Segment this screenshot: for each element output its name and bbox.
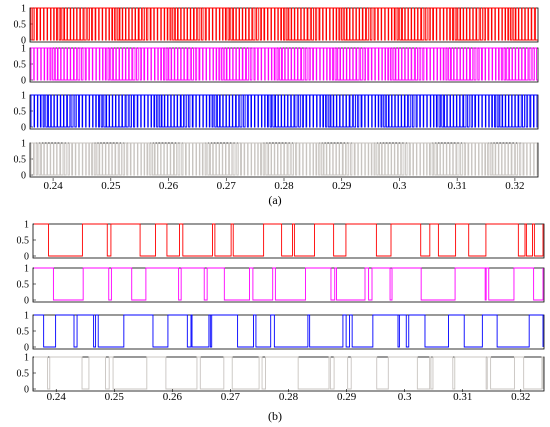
y-tick-label: 1 <box>21 4 26 15</box>
x-tick-label: 0.27 <box>217 180 237 192</box>
x-tick-label: 0.26 <box>159 180 179 192</box>
x-tick-label: 0.32 <box>505 180 524 192</box>
signal-series-2 <box>30 47 538 81</box>
y-tick-label: 0 <box>24 252 29 263</box>
x-tick-label: 0.24 <box>43 180 63 192</box>
y-tick-label: 1 <box>24 353 29 364</box>
y-tick-label: 0.5 <box>17 236 30 247</box>
signal-series-3 <box>30 94 538 128</box>
y-tick-label: 0.5 <box>14 20 27 31</box>
x-tick-label: 0.3 <box>398 391 412 403</box>
caption-a: (a) <box>268 193 281 207</box>
signal-series-4 <box>34 356 544 390</box>
y-tick-label: 0.5 <box>14 60 27 71</box>
y-tick-label: 0.5 <box>17 280 30 291</box>
subplot-frame <box>29 7 539 43</box>
y-tick-label: 0 <box>24 385 29 396</box>
x-tick-label: 0.24 <box>47 391 67 403</box>
x-tick-label: 0.28 <box>279 391 299 403</box>
y-tick-label: 0.5 <box>14 107 27 118</box>
caption-b: (b) <box>268 409 282 423</box>
x-tick-label: 0.29 <box>337 391 357 403</box>
signal-series-1 <box>34 223 544 257</box>
x-tick-label: 0.32 <box>511 391 530 403</box>
y-tick-label: 0.5 <box>17 327 30 338</box>
signal-series-4 <box>30 142 538 176</box>
y-tick-label: 0.5 <box>17 369 30 380</box>
y-tick-label: 1 <box>24 311 29 322</box>
subplot-frame <box>32 223 545 259</box>
signal-series-1 <box>30 7 538 41</box>
x-tick-label: 0.28 <box>274 180 294 192</box>
y-tick-label: 0.5 <box>14 155 27 166</box>
x-tick-label: 0.3 <box>393 180 407 192</box>
subplot-frame <box>29 47 539 83</box>
y-tick-label: 1 <box>24 220 29 231</box>
subplot-frame <box>32 356 545 392</box>
x-tick-label: 0.25 <box>101 180 121 192</box>
y-tick-label: 1 <box>21 139 26 150</box>
x-tick-label: 0.31 <box>448 180 467 192</box>
y-tick-label: 0 <box>21 123 26 134</box>
y-tick-label: 1 <box>24 264 29 275</box>
x-tick-label: 0.29 <box>332 180 352 192</box>
signal-series-3 <box>34 314 544 348</box>
x-tick-label: 0.25 <box>105 391 125 403</box>
y-tick-label: 0 <box>21 76 26 87</box>
signal-series-2 <box>34 267 544 301</box>
y-tick-label: 1 <box>21 91 26 102</box>
y-tick-label: 1 <box>21 44 26 55</box>
y-tick-label: 0 <box>21 36 26 47</box>
subplot-frame <box>32 267 545 303</box>
y-tick-label: 0 <box>24 343 29 354</box>
x-tick-label: 0.26 <box>163 391 183 403</box>
y-tick-label: 0 <box>24 296 29 307</box>
y-tick-label: 0 <box>21 171 26 182</box>
subplot-frame <box>32 314 545 350</box>
x-tick-label: 0.27 <box>221 391 241 403</box>
x-tick-label: 0.31 <box>453 391 472 403</box>
